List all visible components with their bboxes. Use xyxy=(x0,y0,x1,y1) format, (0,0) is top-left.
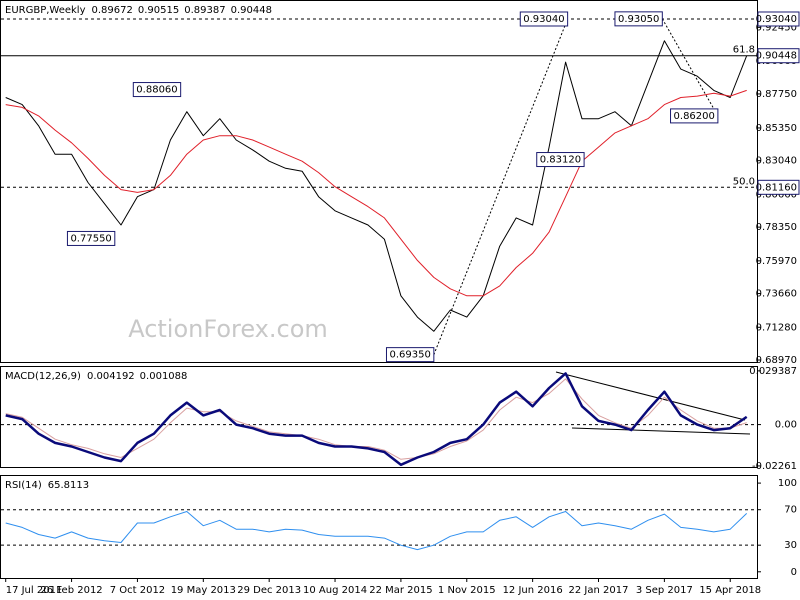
annotation: 0.69350 xyxy=(385,347,435,363)
level-label: 0.90448 xyxy=(756,51,797,62)
annotation-label: 0.77550 xyxy=(70,233,111,244)
series-line xyxy=(5,40,748,332)
level-box xyxy=(757,179,800,195)
macd-trendline xyxy=(555,371,746,421)
y-tick-label: 0.80660 xyxy=(756,189,797,200)
level-label: 0.93040 xyxy=(756,14,797,25)
pane-title: RSI(14) xyxy=(5,480,42,491)
y-tick-label: 0.73660 xyxy=(756,289,797,300)
y-tick-label: 0.87750 xyxy=(756,89,797,100)
annotation-label: 0.93040 xyxy=(523,14,564,25)
trendline xyxy=(433,18,569,355)
y-tick-label: 0.71280 xyxy=(756,322,797,333)
level-name: 61.8 xyxy=(733,45,755,56)
series-line xyxy=(5,378,747,460)
annotation: 0.93040 xyxy=(519,11,569,27)
annotation-box xyxy=(614,11,663,27)
x-tick-label: 10 Aug 2014 xyxy=(303,585,367,596)
y-tick-label: 70 xyxy=(784,505,797,516)
x-tick-label: 15 Apr 2018 xyxy=(699,585,761,596)
annotation: 0.83120 xyxy=(536,152,585,168)
x-tick-label: 12 Jun 2016 xyxy=(503,585,563,596)
readout: 0.004192 xyxy=(87,371,135,382)
y-tick-label: 0.68970 xyxy=(756,355,797,366)
annotation-box xyxy=(66,230,116,246)
x-tick-label: 17 Jul 2011 xyxy=(6,585,63,596)
x-tick-label: 19 May 2013 xyxy=(171,585,236,596)
y-tick-label: 0.92450 xyxy=(756,22,797,33)
annotation-box xyxy=(519,11,569,27)
price-pane xyxy=(0,0,758,363)
readout: 65.8113 xyxy=(48,480,89,491)
level-box xyxy=(757,48,800,64)
readout: 0.90515 xyxy=(138,5,179,16)
y-tick-label: 0 xyxy=(791,567,797,578)
readout: 0.001088 xyxy=(140,371,188,382)
annotation-label: 0.69350 xyxy=(389,350,430,361)
y-tick-label: 30 xyxy=(784,540,797,551)
readout: 0.89387 xyxy=(184,5,225,16)
macd-pane xyxy=(0,366,758,468)
y-tick-label: 0.78350 xyxy=(756,222,797,233)
annotation-box xyxy=(385,347,435,363)
y-tick-label: 0.00 xyxy=(775,420,797,431)
rsi-pane xyxy=(0,475,758,579)
pane-title: MACD(12,26,9) xyxy=(5,371,81,382)
level-name: 50.0 xyxy=(733,176,755,187)
annotation-label: 0.93050 xyxy=(618,14,659,25)
x-tick-label: 22 Jan 2017 xyxy=(569,585,629,596)
x-tick-label: 3 Sep 2017 xyxy=(636,585,693,596)
annotation-label: 0.88060 xyxy=(136,85,177,96)
annotation-label: 0.83120 xyxy=(540,155,581,166)
y-tick-label: -0.02261 xyxy=(752,461,797,472)
readout: 0.90448 xyxy=(231,5,272,16)
annotation: 0.93050 xyxy=(614,11,663,27)
x-tick-label: 29 Dec 2013 xyxy=(237,585,301,596)
macd-trendline xyxy=(571,427,751,435)
annotation: 0.77550 xyxy=(66,230,116,246)
level-label: 0.81160 xyxy=(756,182,797,193)
x-tick-label: 7 Oct 2012 xyxy=(110,585,165,596)
y-tick-label: 0.85350 xyxy=(756,123,797,134)
readout: 0.89672 xyxy=(92,5,133,16)
annotation: 0.86200 xyxy=(670,108,719,124)
annotation-box xyxy=(132,82,182,98)
x-tick-label: 22 Mar 2015 xyxy=(369,585,432,596)
series-line xyxy=(5,89,747,297)
series-line xyxy=(5,372,748,467)
x-tick-label: 1 Nov 2015 xyxy=(438,585,496,596)
y-tick-label: 0.029387 xyxy=(749,366,797,377)
x-tick-label: 26 Feb 2012 xyxy=(40,585,102,596)
pane-title: EURGBP,Weekly xyxy=(5,5,86,16)
watermark: ActionForex.com xyxy=(128,315,328,343)
level-box xyxy=(757,11,800,27)
trendline xyxy=(661,18,719,117)
annotation: 0.88060 xyxy=(132,82,182,98)
y-tick-label: 100 xyxy=(778,478,797,489)
annotation-box xyxy=(670,108,719,124)
annotation-box xyxy=(536,152,585,168)
series-line xyxy=(5,511,748,551)
annotation-label: 0.86200 xyxy=(674,111,715,122)
y-tick-label: 0.83040 xyxy=(756,156,797,167)
y-tick-label: 0.75970 xyxy=(756,256,797,267)
